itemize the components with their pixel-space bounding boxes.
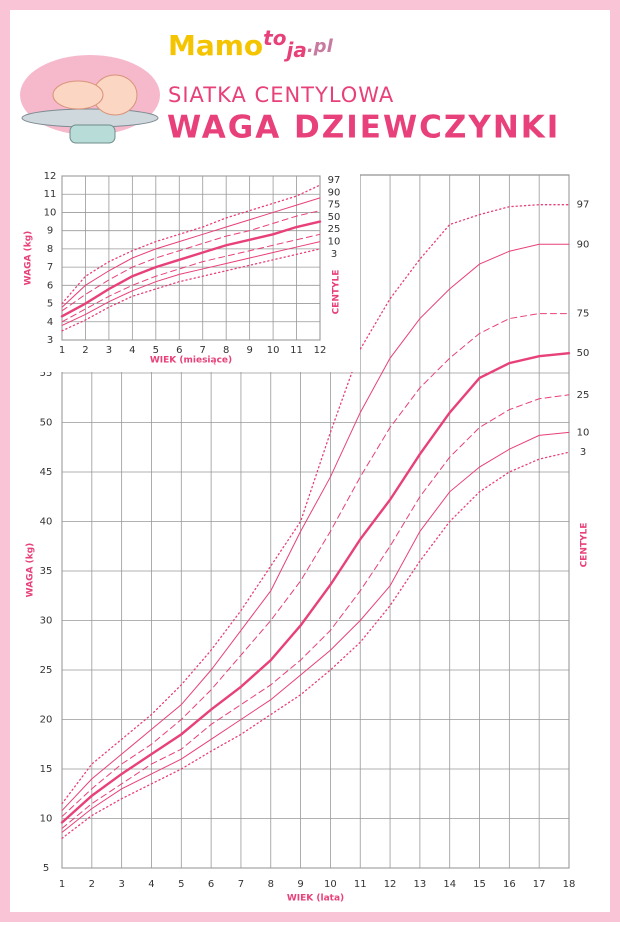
x-tick-label: 9 xyxy=(297,879,303,890)
y-tick-label: 50 xyxy=(40,418,53,429)
x-axis-label: WIEK (lata) xyxy=(287,894,344,904)
centile-label: 97 xyxy=(328,175,341,186)
x-tick-label: 8 xyxy=(223,345,229,356)
y-tick-label: 20 xyxy=(40,715,53,726)
y-tick-label: 10 xyxy=(44,207,57,218)
x-tick-label: 3 xyxy=(118,879,124,890)
x-tick-label: 17 xyxy=(533,879,546,890)
y-tick-label: 7 xyxy=(47,262,53,273)
x-tick-label: 10 xyxy=(267,345,280,356)
centile-label: 10 xyxy=(328,237,341,248)
centile-line xyxy=(61,248,321,332)
y-tick-label: 15 xyxy=(40,764,53,775)
centile-label: 3 xyxy=(331,249,337,260)
x-tick-label: 12 xyxy=(314,345,327,356)
x-tick-label: 4 xyxy=(148,879,154,890)
y-tick-label: 45 xyxy=(40,467,53,478)
centile-label: 50 xyxy=(328,212,341,223)
y-tick-label: 35 xyxy=(40,566,53,577)
right-axis-label: CENTYLE xyxy=(580,523,590,568)
x-tick-label: 15 xyxy=(473,879,486,890)
x-tick-label: 5 xyxy=(178,879,184,890)
centile-label: 75 xyxy=(577,309,590,320)
y-tick-label: 5 xyxy=(43,863,49,874)
baby-illustration xyxy=(20,55,160,144)
x-tick-label: 6 xyxy=(176,345,182,356)
y-tick-label: 40 xyxy=(40,517,53,528)
x-tick-label: 16 xyxy=(503,879,516,890)
x-tick-label: 18 xyxy=(563,879,576,890)
y-tick-label: 8 xyxy=(47,244,53,255)
y-tick-label: 11 xyxy=(44,189,57,200)
x-tick-label: 7 xyxy=(238,879,244,890)
x-tick-label: 14 xyxy=(443,879,456,890)
y-tick-label: 6 xyxy=(47,280,53,291)
y-tick-label: 30 xyxy=(40,616,53,627)
subtitle: SIATKA CENTYLOWA xyxy=(168,83,394,107)
centile-line xyxy=(61,394,570,829)
title: WAGA DZIEWCZYNKI xyxy=(167,110,560,146)
x-tick-label: 4 xyxy=(129,345,135,356)
centile-label: 10 xyxy=(577,427,590,438)
x-tick-label: 11 xyxy=(354,879,367,890)
x-tick-label: 8 xyxy=(268,879,274,890)
x-tick-label: 1 xyxy=(59,345,65,356)
centile-line xyxy=(61,210,321,312)
centile-line xyxy=(61,204,570,805)
y-axis-label: WAGA (kg) xyxy=(26,543,36,598)
centile-label: 75 xyxy=(328,200,341,211)
centile-line xyxy=(61,184,321,305)
centile-line xyxy=(61,313,570,818)
x-tick-label: 10 xyxy=(324,879,337,890)
y-tick-label: 25 xyxy=(40,665,53,676)
x-tick-label: 2 xyxy=(89,879,95,890)
y-tick-label: 9 xyxy=(47,226,53,237)
y-axis-label: WAGA (kg) xyxy=(24,231,34,286)
logo: Mamotoja.pl xyxy=(168,26,334,63)
x-tick-label: 1 xyxy=(59,879,65,890)
x-tick-label: 7 xyxy=(200,345,206,356)
x-tick-label: 5 xyxy=(153,345,159,356)
x-tick-label: 13 xyxy=(414,879,427,890)
centile-line xyxy=(61,233,321,323)
centile-label: 3 xyxy=(580,447,586,458)
x-tick-label: 11 xyxy=(290,345,303,356)
centile-line xyxy=(61,243,570,812)
y-tick-label: 4 xyxy=(47,317,53,328)
centile-label: 50 xyxy=(577,348,590,359)
y-tick-label: 10 xyxy=(40,814,53,825)
centile-line xyxy=(60,352,571,824)
x-tick-label: 2 xyxy=(82,345,88,356)
centile-line xyxy=(61,241,321,326)
centile-label: 97 xyxy=(577,200,590,211)
y-tick-label: 5 xyxy=(47,299,53,310)
plot-area xyxy=(61,175,321,341)
centile-line xyxy=(60,220,322,318)
x-tick-label: 6 xyxy=(208,879,214,890)
x-tick-label: 9 xyxy=(246,345,252,356)
y-tick-label: 3 xyxy=(47,335,53,346)
centile-line xyxy=(61,197,321,308)
centile-label: 90 xyxy=(328,187,341,198)
right-axis-label: CENTYLE xyxy=(332,270,342,315)
centile-label: 90 xyxy=(577,239,590,250)
centile-line xyxy=(61,431,570,833)
centile-label: 25 xyxy=(328,224,341,235)
centile-line xyxy=(61,451,570,839)
x-tick-label: 3 xyxy=(106,345,112,356)
y-tick-label: 12 xyxy=(44,171,57,182)
y-tick-label: 55 xyxy=(40,368,53,379)
centile-label: 25 xyxy=(577,390,590,401)
x-axis-label: WIEK (miesiące) xyxy=(150,356,232,366)
x-tick-label: 12 xyxy=(384,879,397,890)
